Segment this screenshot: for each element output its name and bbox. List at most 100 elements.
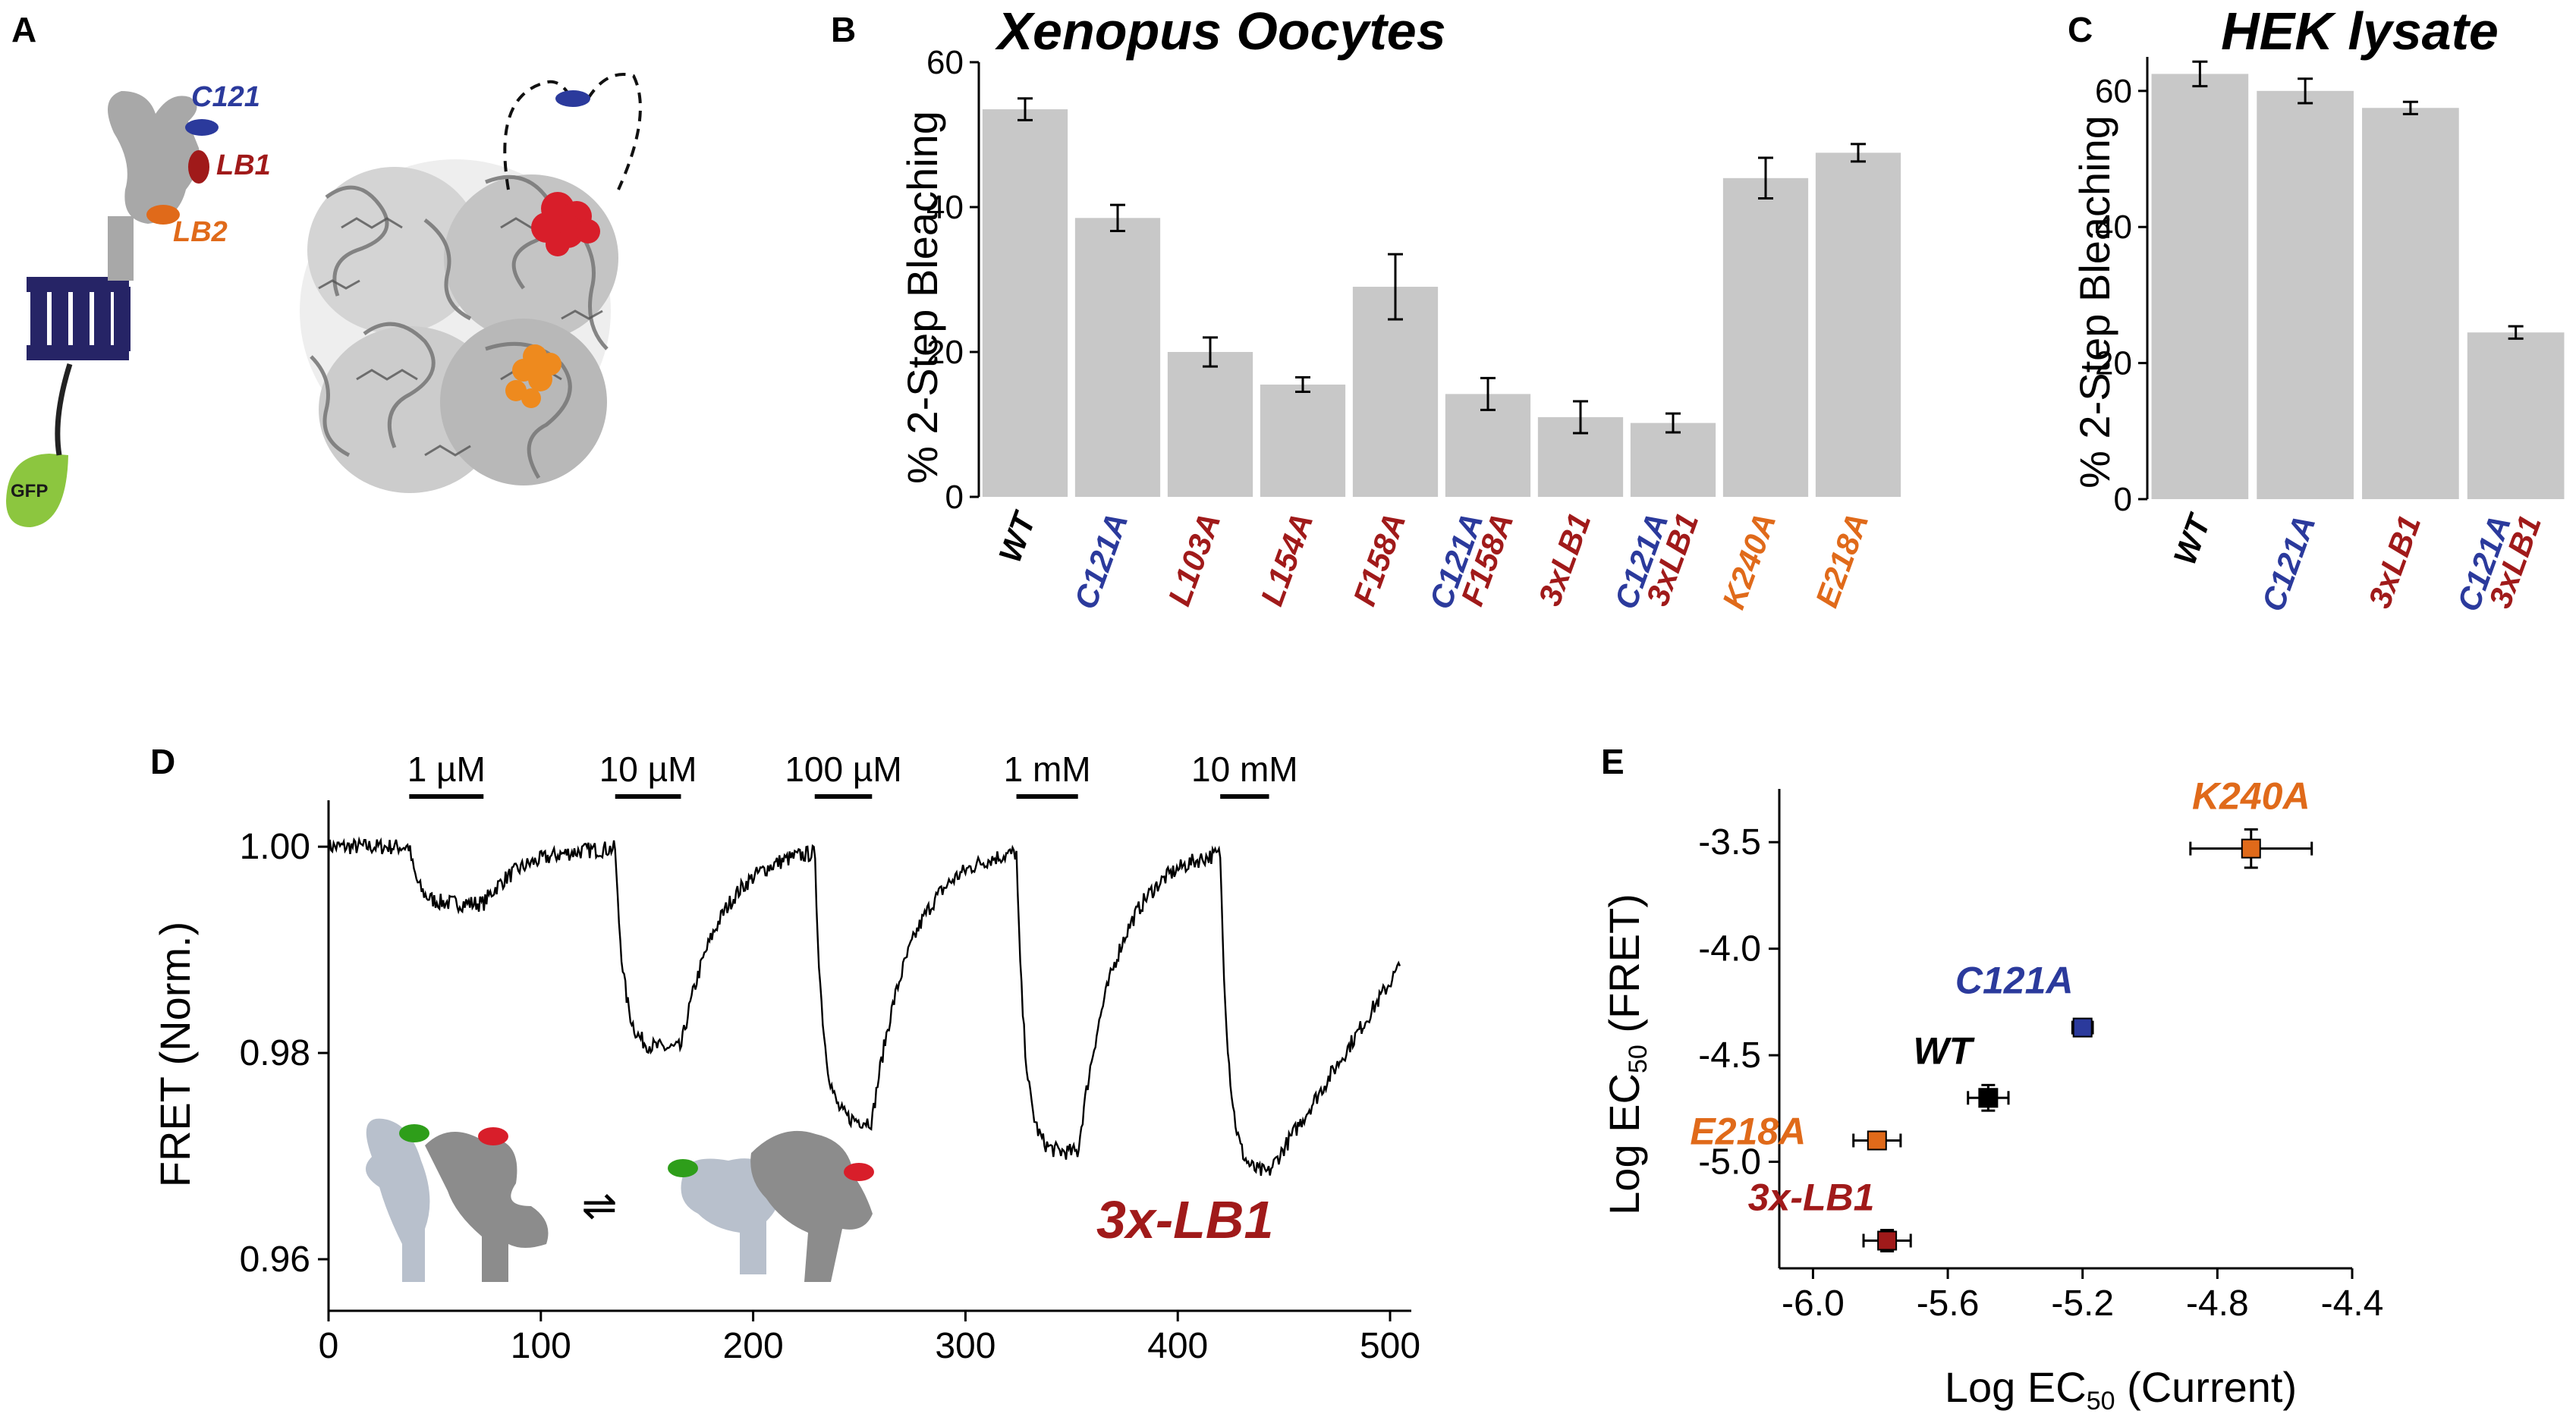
conformation-scheme: ⇌ [366, 1118, 874, 1282]
y-tick-label: 20 [926, 334, 964, 371]
point-label: WT [1913, 1029, 1975, 1072]
lb2-site [146, 205, 180, 225]
lb2-label: LB2 [173, 216, 228, 248]
bar [1815, 152, 1901, 497]
data-point [1978, 1088, 1999, 1108]
panel-e-label: E [1601, 742, 1625, 781]
x-tick-label: -5.6 [1917, 1283, 1980, 1324]
category-label: K240A [1716, 508, 1783, 614]
x-tick-label: -4.4 [2321, 1283, 2384, 1324]
chart-title: HEK lysate [2221, 2, 2499, 61]
panel-a: A GFP C121 LB1 LB2 [6, 10, 642, 527]
y-tick-label: 0.98 [240, 1033, 310, 1073]
bar [1352, 287, 1439, 497]
lb1-site [188, 150, 209, 184]
panel-a-label: A [11, 10, 36, 49]
data-point [1877, 1230, 1898, 1251]
equilibrium-symbol: ⇌ [582, 1181, 618, 1229]
bar [2257, 90, 2354, 500]
panel-e-chart: E Log EC50 (FRET) Log EC50 (Current) -6.… [1600, 742, 2383, 1415]
panel-d-chart: D FRET (Norm.) 3x-LB1 ⇌ 0 100 200 300 400 500… [150, 742, 1420, 1366]
panel-b-label: B [831, 10, 856, 49]
x-tick-label: 200 [723, 1326, 784, 1366]
y-tick-label: 0 [2114, 481, 2132, 518]
bar [1074, 218, 1161, 497]
category-label: WT [992, 506, 1043, 567]
x-tick-label: 400 [1147, 1326, 1208, 1366]
y-axis-label: % 2-Step Bleaching [2071, 115, 2118, 489]
gfp-tag [6, 454, 68, 527]
y-tick-label: -3.5 [1698, 822, 1761, 862]
disordered-loop [503, 73, 642, 190]
y-tick-label: 40 [926, 189, 964, 226]
x-tick-label: -4.8 [2186, 1283, 2249, 1324]
point-label: K240A [2192, 775, 2310, 818]
bar [2467, 332, 2565, 499]
y-tick-label: 60 [2095, 73, 2132, 110]
chart-title: Xenopus Oocytes [994, 2, 1445, 61]
gfp-label: GFP [11, 481, 48, 501]
lb1-structure-site [531, 192, 600, 256]
point-label: 3x-LB1 [1748, 1176, 1875, 1218]
y-tick-label: -5.0 [1698, 1142, 1761, 1183]
panel-d-label: D [150, 742, 175, 781]
panel-c-label: C [2068, 10, 2093, 49]
bar [1167, 352, 1253, 497]
panel-b-chart: B Xenopus Oocytes % 2-Step Bleaching 0 20… [831, 2, 1901, 614]
y-tick-label: -4.0 [1698, 929, 1761, 969]
category-label: L103A [1161, 508, 1227, 611]
y-axis-label: FRET (Norm.) [151, 922, 199, 1188]
linker [55, 363, 73, 456]
point-label: C121A [1955, 960, 2074, 1002]
panel-c-chart: C HEK lysate % 2-Step Bleaching 0 20 40 60 W… [2068, 2, 2565, 616]
point-label: E218A [1690, 1110, 1806, 1152]
lb2-structure-site [505, 344, 561, 408]
bar [1630, 423, 1716, 497]
data-point [2241, 838, 2261, 859]
x-axis-label: Log EC50 (Current) [1945, 1363, 2297, 1415]
x-tick-label: 100 [511, 1326, 571, 1366]
concentration-label: 10 mM [1191, 749, 1298, 789]
concentration-label: 1 µM [407, 749, 486, 789]
concentration-label: 100 µM [785, 749, 901, 789]
bar [1722, 178, 1809, 498]
y-axis-label: Log EC50 (FRET) [1600, 894, 1653, 1215]
category-label: F158A [1346, 508, 1412, 611]
x-tick-label: 0 [319, 1326, 339, 1366]
category-label: C121A [1068, 508, 1135, 614]
fret-trace [327, 836, 1401, 1177]
concentration-label: 10 µM [599, 749, 697, 789]
category-label: 3xLB1 [2361, 511, 2427, 613]
lb1-label: LB1 [216, 149, 271, 181]
ligand-binding-domain [108, 91, 200, 224]
x-tick-label: 300 [935, 1326, 995, 1366]
category-label: C121A [2255, 511, 2323, 616]
c121-label: C121 [191, 81, 260, 113]
x-tick-label: -6.0 [1782, 1283, 1845, 1324]
bar [1260, 384, 1346, 497]
data-point [1867, 1130, 1887, 1151]
category-label: 3xLB1 [1531, 508, 1597, 611]
category-label: WT [2166, 508, 2218, 570]
x-tick-label: -5.2 [2051, 1283, 2114, 1324]
bar [2151, 74, 2249, 499]
y-tick-label: -4.5 [1698, 1035, 1761, 1076]
transmembrane-domain [27, 277, 131, 360]
bar [982, 109, 1068, 497]
y-axis-label: % 2-Step Bleaching [898, 111, 946, 484]
y-tick-label: 40 [2095, 209, 2132, 246]
stalk [108, 216, 134, 281]
y-tick-label: 0 [945, 479, 964, 516]
y-tick-label: 1.00 [240, 827, 310, 867]
data-point [2072, 1017, 2093, 1038]
receptor-schematic: GFP C121 LB1 LB2 [6, 81, 271, 527]
y-tick-label: 20 [2095, 345, 2132, 382]
protein-structure [300, 73, 642, 493]
bar [2362, 108, 2459, 499]
c121-structure-site [555, 90, 590, 107]
bar [1445, 394, 1531, 497]
y-tick-label: 60 [926, 44, 964, 81]
trace-annotation: 3x-LB1 [1096, 1190, 1273, 1249]
category-label: L154A [1253, 508, 1319, 611]
